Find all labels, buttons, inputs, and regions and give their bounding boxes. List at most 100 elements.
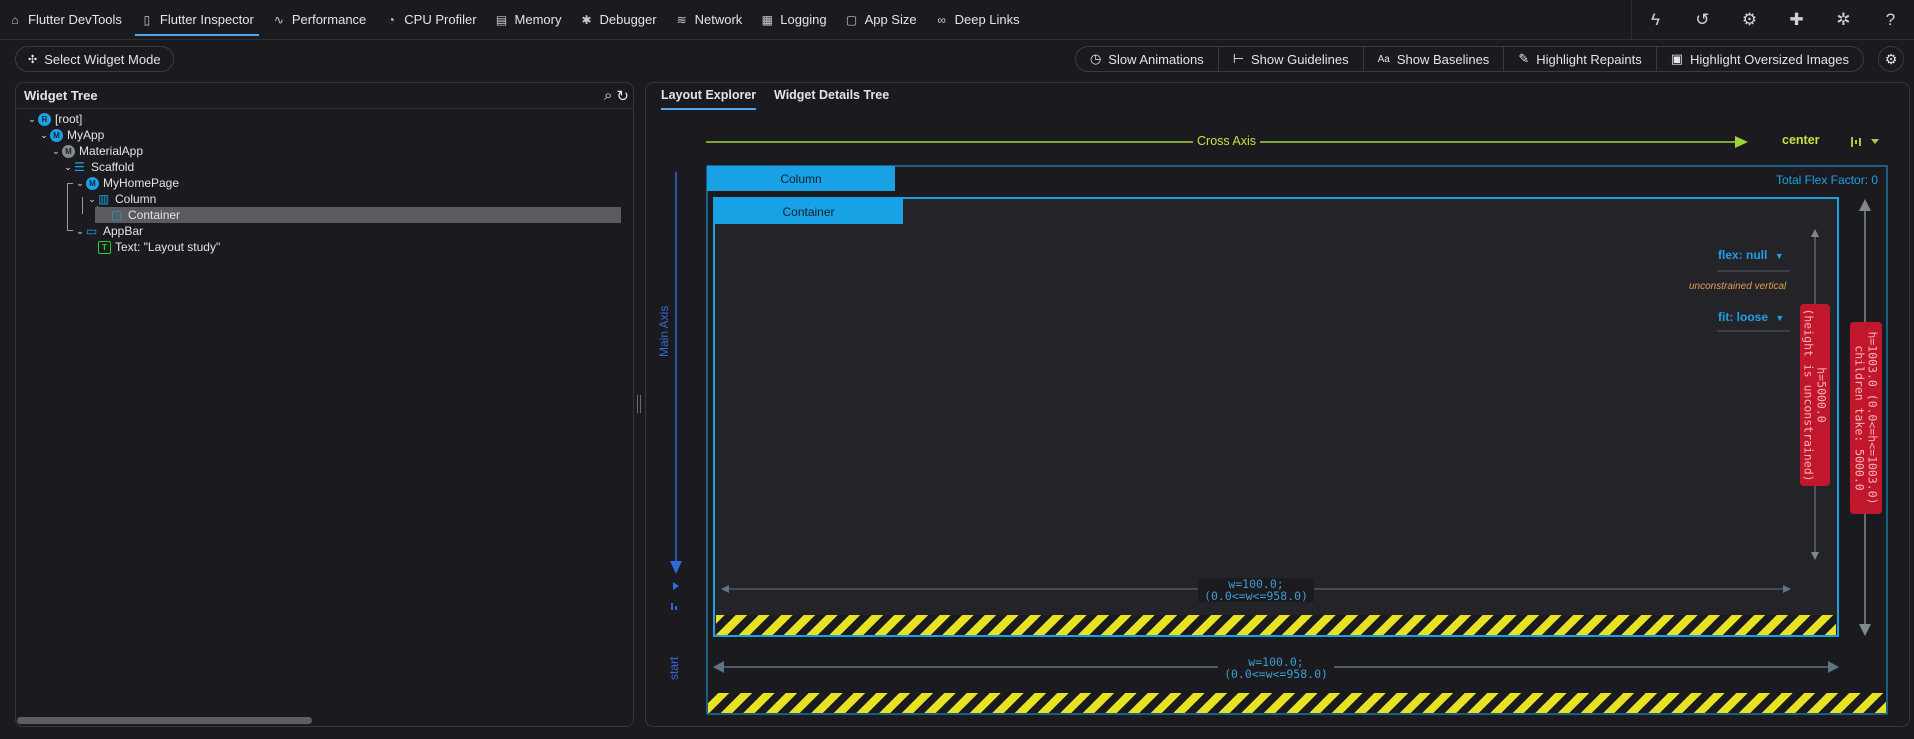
chevron-down-icon[interactable]: ⌄ (76, 177, 84, 188)
selected-row-highlight (95, 207, 621, 223)
cursor-icon: ✣ (28, 53, 38, 66)
highlight-oversized-images-button[interactable]: ▣ Highlight Oversized Images (1657, 47, 1863, 71)
node-label: AppBar (103, 224, 144, 238)
scaffold-icon: ☰ (74, 160, 85, 174)
settings-icon[interactable]: ⚙ (1741, 10, 1758, 29)
history-icon[interactable]: ↺ (1695, 10, 1710, 29)
tab-network[interactable]: ≋ Network (666, 0, 752, 40)
tree-node-column[interactable]: ⌄ ▥ Column (86, 191, 156, 207)
height-text: h=1003.0 (0.0<=h<=1003.0) children take: … (1853, 331, 1880, 505)
tree-actions: ⌕ ↻ (604, 87, 629, 105)
height-line-2: children take: 5000.0 (1853, 345, 1867, 491)
log-icon: ▦ (761, 12, 773, 27)
gauge-icon: ◔ (387, 12, 395, 27)
bug-report-icon[interactable]: ✲ (1836, 10, 1851, 29)
widget-tree-panel: Widget Tree ⌕ ↻ (15, 82, 634, 727)
link-icon: ∞ (937, 12, 946, 27)
container-icon: ▢ (111, 208, 123, 222)
tab-flutter-devtools[interactable]: ⌂ Flutter DevTools (0, 0, 131, 40)
tab-label: Widget Details Tree (774, 88, 890, 102)
guidelines-icon: ⊢ (1232, 51, 1245, 66)
chevron-down-icon[interactable]: ⌄ (28, 113, 36, 124)
cross-axis-label: Cross Axis (1193, 134, 1261, 148)
fit-dropdown[interactable]: fit: loose ▼ (1718, 310, 1784, 324)
node-label: Column (115, 192, 157, 206)
tree-node-appbar[interactable]: ⌄ ▭ AppBar (74, 223, 143, 239)
flash-icon[interactable]: ϟ (1651, 10, 1660, 29)
slow-animations-button[interactable]: ◷ Slow Animations (1076, 47, 1219, 71)
search-icon[interactable]: ⌕ (604, 87, 613, 104)
dropdown-value: start (667, 656, 681, 680)
tab-debugger[interactable]: ✱ Debugger (570, 0, 665, 40)
split-pane-handle[interactable] (637, 395, 641, 413)
tab-performance[interactable]: ∿ Performance (263, 0, 375, 40)
tab-label: Flutter DevTools (28, 12, 122, 27)
tree-node-myhomepage[interactable]: ⌄ M MyHomePage (74, 175, 179, 191)
tree-node-myapp[interactable]: ⌄ M MyApp (38, 127, 104, 143)
chevron-down-icon: ▼ (1775, 313, 1785, 323)
tree-node-root[interactable]: ⌄ R [root] (26, 111, 82, 127)
label-text: unconstrained vertical (1689, 281, 1787, 292)
inspector-settings-button[interactable]: ⚙ (1878, 46, 1904, 72)
tab-logging[interactable]: ▦ Logging (751, 0, 835, 40)
tree-node-scaffold[interactable]: ⌄ ☰ Scaffold (62, 159, 134, 175)
show-guidelines-button[interactable]: ⊢ Show Guidelines (1219, 47, 1364, 71)
label-text: Main Axis (657, 305, 671, 357)
chevron-down-icon[interactable]: ⌄ (88, 193, 96, 204)
label-text: Column (780, 171, 822, 186)
chevron-down-icon[interactable]: ⌄ (64, 161, 72, 172)
cross-axis-dropdown[interactable]: center (1782, 133, 1820, 147)
widget-m-icon: M (62, 144, 75, 158)
widget-m-icon: M (50, 128, 63, 142)
refresh-icon[interactable]: ↻ (616, 88, 629, 105)
tab-app-size[interactable]: ▢ App Size (836, 0, 926, 40)
help-icon[interactable]: ? (1885, 10, 1896, 29)
tab-widget-details-tree[interactable]: Widget Details Tree (774, 88, 889, 102)
height-line-1: h=1003.0 (0.0<=h<=1003.0) (1866, 331, 1880, 505)
width-line-2: (0.0<=w<=958.0) (1224, 667, 1328, 681)
container-width-label: w=100.0; (0.0<=w<=958.0) (1198, 578, 1314, 602)
highlight-repaints-button[interactable]: ✎ Highlight Repaints (1504, 47, 1657, 71)
tab-label: CPU Profiler (404, 12, 477, 27)
tree-node-materialapp[interactable]: ⌄ M MaterialApp (50, 143, 143, 159)
tree-node-container[interactable]: ▢ Container (111, 207, 180, 223)
tree-guide-line (82, 197, 83, 214)
height-text: h=5000.0 (height is unconstrained) (1802, 308, 1829, 481)
show-baselines-button[interactable]: Aa Show Baselines (1364, 47, 1505, 71)
tree-node-text[interactable]: T Text: "Layout study" (98, 239, 220, 255)
horizontal-scrollbar[interactable] (17, 717, 312, 724)
button-label: Slow Animations (1108, 51, 1204, 67)
tree-guide-line (67, 183, 73, 184)
pulse-icon: ∿ (273, 12, 284, 27)
chevron-down-icon[interactable]: ⌄ (52, 145, 60, 156)
top-nav-bar: ⌂ Flutter DevTools ▯ Flutter Inspector ∿… (0, 0, 1914, 40)
main-axis-dropdown[interactable]: start (667, 657, 681, 680)
flex-dropdown[interactable]: flex: null ▼ (1718, 248, 1784, 262)
chevron-down-icon[interactable]: ⌄ (40, 129, 48, 140)
tab-layout-explorer[interactable]: Layout Explorer (661, 88, 757, 110)
tab-memory[interactable]: ▤ Memory (486, 0, 571, 40)
chevron-down-icon[interactable]: ⌄ (76, 225, 84, 236)
tab-cpu-profiler[interactable]: ◔ CPU Profiler (375, 0, 485, 40)
label-text: Total Flex Factor: 0 (1776, 173, 1879, 187)
tab-flutter-inspector[interactable]: ▯ Flutter Inspector (131, 0, 263, 40)
tab-label: Flutter Inspector (159, 12, 254, 27)
extension-icon[interactable]: ✚ (1789, 10, 1804, 29)
tab-label: App Size (864, 12, 917, 27)
file-icon: ▢ (845, 12, 858, 27)
height-line-1: h=5000.0 (1815, 367, 1829, 423)
select-widget-mode-button[interactable]: ✣ Select Widget Mode (15, 46, 174, 72)
chevron-down-icon: ▼ (1774, 251, 1784, 261)
column-label-tab[interactable]: Column (707, 166, 895, 191)
container-label-tab[interactable]: Container (714, 199, 903, 224)
memory-icon: ▤ (495, 12, 508, 27)
tab-deep-links[interactable]: ∞ Deep Links (926, 0, 1029, 40)
top-right-actions: ϟ ↺ ⚙ ✚ ✲ ? (1631, 0, 1914, 40)
settings-icon: ⚙ (1884, 50, 1898, 67)
tab-label: Performance (291, 12, 367, 27)
dropdown-value: flex: null (1718, 248, 1768, 262)
widget-r-icon: R (38, 112, 51, 126)
dropdown-value: center (1782, 133, 1820, 147)
image-icon: ▣ (1670, 51, 1684, 66)
label-text: Cross Axis (1197, 134, 1257, 148)
